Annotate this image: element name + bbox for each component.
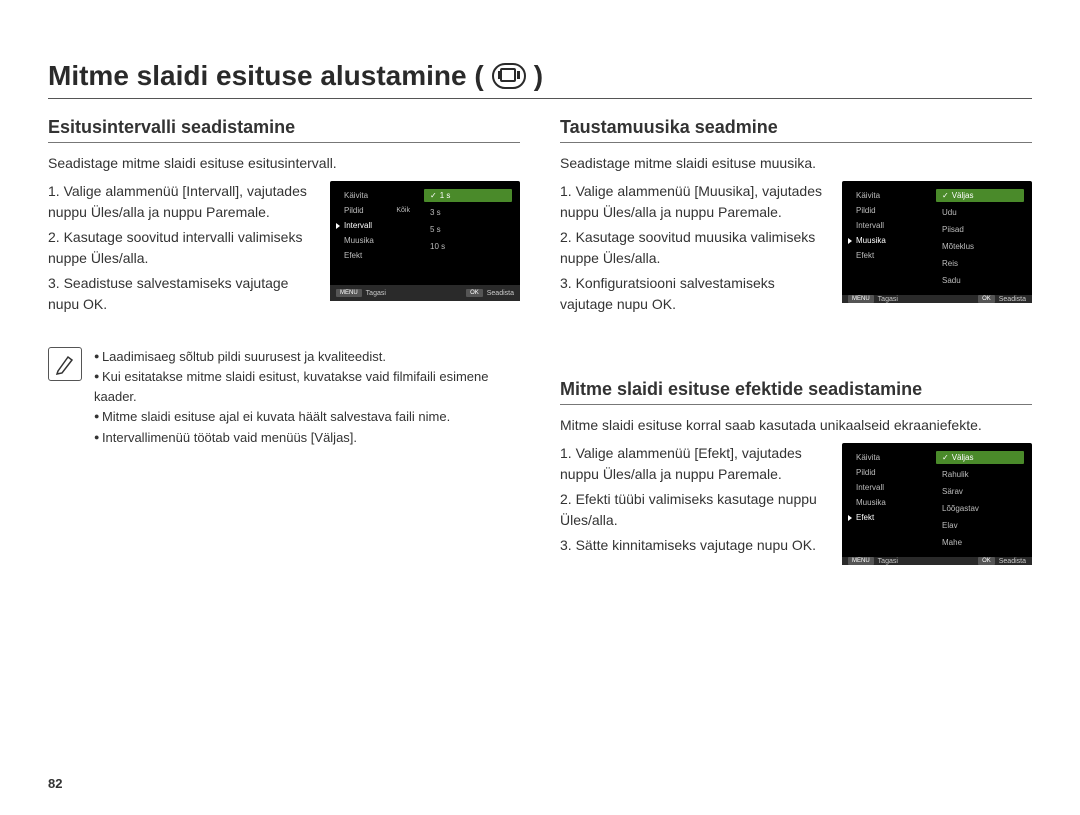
lcd-screenshot-music: Käivita Pildid Intervall Muusika Efekt ✓Välja… (842, 181, 1032, 301)
lcd-option-item: Sadu (936, 274, 1024, 287)
step: 2. Kasutage soovitud intervalli valimise… (48, 227, 316, 269)
lcd-option-item: Mahe (936, 536, 1024, 549)
steps-effect: 1. Valige alammenüü [Efekt], vajutades n… (560, 443, 828, 560)
lcd-menu-item: Käivita (336, 191, 410, 200)
section-intro-effect: Mitme slaidi esituse korral saab kasutad… (560, 417, 1032, 433)
lcd-menu-item: Pildid (848, 206, 922, 215)
lcd-menu-item: Muusika (848, 498, 922, 507)
lcd-menu-item: Muusika (848, 236, 922, 245)
step: 3. Konfiguratsiooni salvestamiseks vajut… (560, 273, 828, 315)
right-column: Taustamuusika seadmine Seadistage mitme … (560, 117, 1032, 591)
note-item: Mitme slaidi esituse ajal ei kuvata hääl… (94, 407, 520, 427)
lcd-menu-item: Intervall (336, 221, 410, 230)
section-intro-interval: Seadistage mitme slaidi esituse esitusin… (48, 155, 520, 171)
lcd-menu-item: Käivita (848, 453, 922, 462)
lcd-option-item: ✓1 s (424, 189, 512, 202)
lcd-menu-item: Efekt (848, 513, 922, 522)
lcd-bottom-bar: MENUTagasiOKSeadista (842, 295, 1032, 303)
lcd-screenshot-effect: Käivita Pildid Intervall Muusika Efekt ✓Välja… (842, 443, 1032, 563)
lcd-option-item: Piisad (936, 223, 1024, 236)
page-number: 82 (48, 776, 62, 791)
lcd-bottom-bar: MENUTagasiOKSeadista (842, 557, 1032, 565)
lcd-menu-item: PildidKõik (336, 206, 410, 215)
lcd-option-item: ✓Väljas (936, 189, 1024, 202)
section-interval: Esitusintervalli seadistamine Seadistage… (48, 117, 520, 319)
lcd-option-item: Särav (936, 485, 1024, 498)
lcd-menu-item: Efekt (848, 251, 922, 260)
lcd-screenshot-interval: Käivita PildidKõik Intervall Muusika Efekt ✓1… (330, 181, 520, 301)
lcd-option-item: 3 s (424, 206, 512, 219)
slideshow-icon (492, 63, 526, 89)
lcd-option-item: Udu (936, 206, 1024, 219)
step: 1. Valige alammenüü [Intervall], vajutad… (48, 181, 316, 223)
step: 2. Kasutage soovitud muusika valimiseks … (560, 227, 828, 269)
lcd-option-item: Mõteklus (936, 240, 1024, 253)
section-music: Taustamuusika seadmine Seadistage mitme … (560, 117, 1032, 319)
note-item: Kui esitatakse mitme slaidi esitust, kuv… (94, 367, 520, 407)
note-item: Intervallimenüü töötab vaid menüüs [Välj… (94, 428, 520, 448)
lcd-option-item: Elav (936, 519, 1024, 532)
section-title-effect: Mitme slaidi esituse efektide seadistami… (560, 379, 1032, 405)
step: 1. Valige alammenüü [Efekt], vajutades n… (560, 443, 828, 485)
note-item: Laadimisaeg sõltub pildi suurusest ja kv… (94, 347, 520, 367)
lcd-option-item: 10 s (424, 240, 512, 253)
content-columns: Esitusintervalli seadistamine Seadistage… (48, 117, 1032, 591)
step: 1. Valige alammenüü [Muusika], vajutades… (560, 181, 828, 223)
title-suffix: ) (534, 60, 543, 92)
lcd-option-item: Rahulik (936, 468, 1024, 481)
lcd-menu-item: Intervall (848, 483, 922, 492)
note-box: Laadimisaeg sõltub pildi suurusest ja kv… (48, 347, 520, 448)
section-title-music: Taustamuusika seadmine (560, 117, 1032, 143)
lcd-menu-item: Pildid (848, 468, 922, 477)
steps-interval: 1. Valige alammenüü [Intervall], vajutad… (48, 181, 316, 319)
title-text: Mitme slaidi esituse alustamine ( (48, 60, 484, 92)
note-icon (48, 347, 82, 381)
step: 2. Efekti tüübi valimiseks kasutage nupp… (560, 489, 828, 531)
section-intro-music: Seadistage mitme slaidi esituse muusika. (560, 155, 1032, 171)
lcd-bottom-bar: MENUTagasiOKSeadista (330, 285, 520, 301)
lcd-menu-item: Muusika (336, 236, 410, 245)
lcd-option-item: Lõõgastav (936, 502, 1024, 515)
lcd-option-item: ✓Väljas (936, 451, 1024, 464)
lcd-option-item: 5 s (424, 223, 512, 236)
step: 3. Sätte kinnitamiseks vajutage nupu OK. (560, 535, 828, 556)
lcd-option-item: Reis (936, 257, 1024, 270)
steps-music: 1. Valige alammenüü [Muusika], vajutades… (560, 181, 828, 319)
left-column: Esitusintervalli seadistamine Seadistage… (48, 117, 520, 591)
section-effect: Mitme slaidi esituse efektide seadistami… (560, 379, 1032, 563)
lcd-menu-item: Käivita (848, 191, 922, 200)
note-list: Laadimisaeg sõltub pildi suurusest ja kv… (94, 347, 520, 448)
lcd-menu-item: Intervall (848, 221, 922, 230)
step: 3. Seadistuse salvestamiseks vajutage nu… (48, 273, 316, 315)
section-title-interval: Esitusintervalli seadistamine (48, 117, 520, 143)
lcd-menu-item: Efekt (336, 251, 410, 260)
page-title: Mitme slaidi esituse alustamine ( ) (48, 60, 1032, 99)
